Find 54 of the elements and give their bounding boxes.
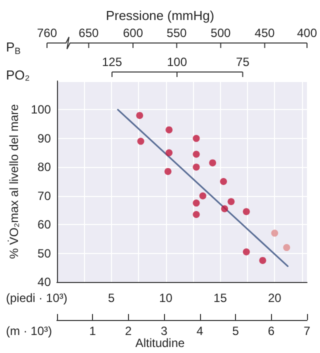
y-tick-label: 40 [38,275,52,289]
point [271,230,278,237]
point [228,198,235,206]
point [192,211,200,218]
x2-tick-label: 1 [89,324,96,338]
point [242,208,250,216]
text: 75 [236,55,250,69]
y-tick-label: 100 [30,102,52,117]
x-tick-label: 15 [214,291,228,305]
point [136,112,144,119]
x2-tick-label: 6 [268,324,275,338]
point [166,126,173,134]
text: 600 [122,26,144,40]
text: 760 [36,26,58,40]
point [259,256,266,264]
point [242,248,250,256]
text: 450 [254,26,276,40]
text: 400 [296,26,318,40]
x2-tick-label: 3 [160,324,168,338]
text: 650 [78,26,100,40]
point [209,159,216,166]
point [192,164,200,171]
y-tick-label: 90 [38,131,52,146]
text: 550 [166,26,188,40]
point [199,192,206,200]
y-tick-label: 70 [38,188,52,203]
point [220,178,227,185]
x2-tick-label: 2 [125,324,132,338]
y-tick-label: 60 [38,218,52,232]
text: 100 [166,55,188,69]
x2-tick-label: 7 [304,324,311,338]
point [137,138,144,145]
text: (piedi · 10³) [6,291,68,305]
point [164,168,172,175]
y-axis-title: % V̇O₂max al livello del mare [7,104,21,259]
point [221,205,228,212]
y-tick-label: 80 [38,160,52,174]
x2-tick-label: 4 [196,324,204,338]
x-tick-label: 10 [159,291,173,305]
chart-title: Pressione (mmHg) [106,8,214,23]
point [192,150,200,158]
point [192,134,200,142]
x2-tick-label: 5 [232,324,240,338]
x-tick-label: 20 [268,291,282,305]
text: PO₂ [6,68,30,82]
x-tick-label: 5 [108,291,116,305]
point [283,244,290,252]
point [166,149,173,156]
x-axis-title: Altitudine [135,336,186,350]
point [192,200,200,207]
text: 125 [102,55,122,69]
x2-axis-title: (m · 10³) [6,324,52,338]
text: 500 [210,26,232,40]
y-tick-label: 50 [38,246,52,260]
